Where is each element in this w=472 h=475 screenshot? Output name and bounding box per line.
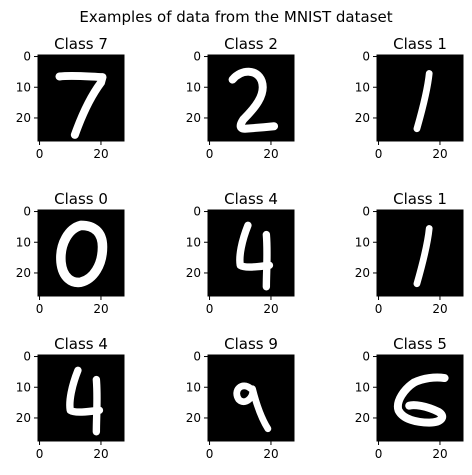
y-tick-label: 0 [362,205,370,219]
axes-frame [376,54,464,142]
y-tick-label: 20 [355,266,370,280]
panel-7: Class 4 0 10 20 0 20 [16,335,125,461]
panel-9: Class 5 0 10 20 0 20 [355,335,464,461]
digit-2-image [228,67,279,133]
x-tick-label: 0 [375,147,383,161]
panel-8: Class 9 0 10 20 0 20 [186,335,295,461]
y-tick-label: 10 [16,235,31,249]
axes-frame [376,354,464,442]
axes-frame [207,354,295,442]
y-tick-label: 0 [23,50,31,64]
x-tick-label: 0 [36,447,44,461]
panel-2: Class 2 0 10 20 0 20 [186,35,295,161]
digit-stroke [413,70,433,133]
y-tick-label: 20 [186,411,201,425]
y-tick-label: 20 [355,111,370,125]
x-tick-label: 20 [93,447,108,461]
y-tick-label: 10 [355,80,370,94]
x-tick-label: 0 [206,447,214,461]
digit-1-image [413,225,433,288]
panel-title: Class 4 [54,335,108,353]
panel-grid: Class 7 0 10 20 0 20 Class 2 0 10 20 0 20 Class 1 0 10… [16,35,464,461]
y-tick-label: 10 [16,80,31,94]
y-tick-label: 20 [16,111,31,125]
axes-frame [37,209,125,297]
digit-image-background [208,210,294,296]
axes-frame [207,54,295,142]
x-tick-label: 20 [432,302,447,316]
y-tick-label: 20 [16,411,31,425]
digit-stroke [66,366,104,416]
panel-title: Class 7 [54,35,108,53]
y-tick-label: 20 [186,111,201,125]
x-tick-label: 20 [93,302,108,316]
digit-4-image [66,366,104,436]
digit-stroke [92,375,101,436]
y-tick-label: 10 [186,80,201,94]
panel-1: Class 7 0 10 20 0 20 [16,35,125,161]
panel-title: Class 1 [393,190,447,208]
y-tick-label: 0 [193,50,201,64]
axes-frame [37,354,125,442]
figure-title: Examples of data from the MNIST dataset [79,8,392,26]
x-tick-label: 0 [206,147,214,161]
x-tick-label: 0 [36,147,44,161]
digit-stroke [262,230,271,291]
digit-7-image [55,71,107,139]
y-tick-label: 10 [355,380,370,394]
y-tick-label: 20 [16,266,31,280]
y-tick-label: 20 [355,411,370,425]
y-tick-label: 0 [193,350,201,364]
x-tick-label: 0 [375,447,383,461]
digit-0-image [56,220,108,288]
digit-stroke [393,378,447,427]
digit-stroke [413,225,433,288]
axes-frame [207,209,295,297]
panel-title: Class 4 [224,190,278,208]
x-tick-label: 20 [263,302,278,316]
digit-stroke [233,382,272,433]
panel-5: Class 4 0 10 20 0 20 [186,190,295,316]
panel-4: Class 0 0 10 20 0 20 [16,190,125,316]
digit-stroke [228,67,279,133]
y-tick-label: 0 [362,50,370,64]
x-tick-label: 20 [432,147,447,161]
panel-title: Class 2 [224,35,278,53]
panel-6: Class 1 0 10 20 0 20 [355,190,464,316]
panel-3: Class 1 0 10 20 0 20 [355,35,464,161]
panel-title: Class 9 [224,335,278,353]
digit-9-image [233,382,272,433]
x-tick-label: 0 [36,302,44,316]
digit-1-image [413,70,433,133]
y-tick-label: 10 [186,235,201,249]
x-tick-label: 20 [93,147,108,161]
x-tick-label: 0 [375,302,383,316]
y-tick-label: 0 [23,350,31,364]
digit-image-background [377,355,463,441]
y-tick-label: 0 [362,350,370,364]
digit-5-image [393,373,449,427]
digit-4-image [236,221,274,291]
y-tick-label: 10 [16,380,31,394]
digit-stroke [236,221,274,271]
x-tick-label: 0 [206,302,214,316]
digit-stroke [56,220,108,288]
panel-title: Class 1 [393,35,447,53]
y-tick-label: 20 [186,266,201,280]
digit-stroke [55,71,107,139]
y-tick-label: 0 [23,205,31,219]
x-tick-label: 20 [432,447,447,461]
y-tick-label: 10 [186,380,201,394]
y-tick-label: 0 [193,205,201,219]
x-tick-label: 20 [263,447,278,461]
axes-frame [376,209,464,297]
panel-title: Class 5 [393,335,447,353]
y-tick-label: 10 [355,235,370,249]
x-tick-label: 20 [263,147,278,161]
panel-title: Class 0 [54,190,108,208]
axes-frame [37,54,125,142]
digit-image-background [38,355,124,441]
